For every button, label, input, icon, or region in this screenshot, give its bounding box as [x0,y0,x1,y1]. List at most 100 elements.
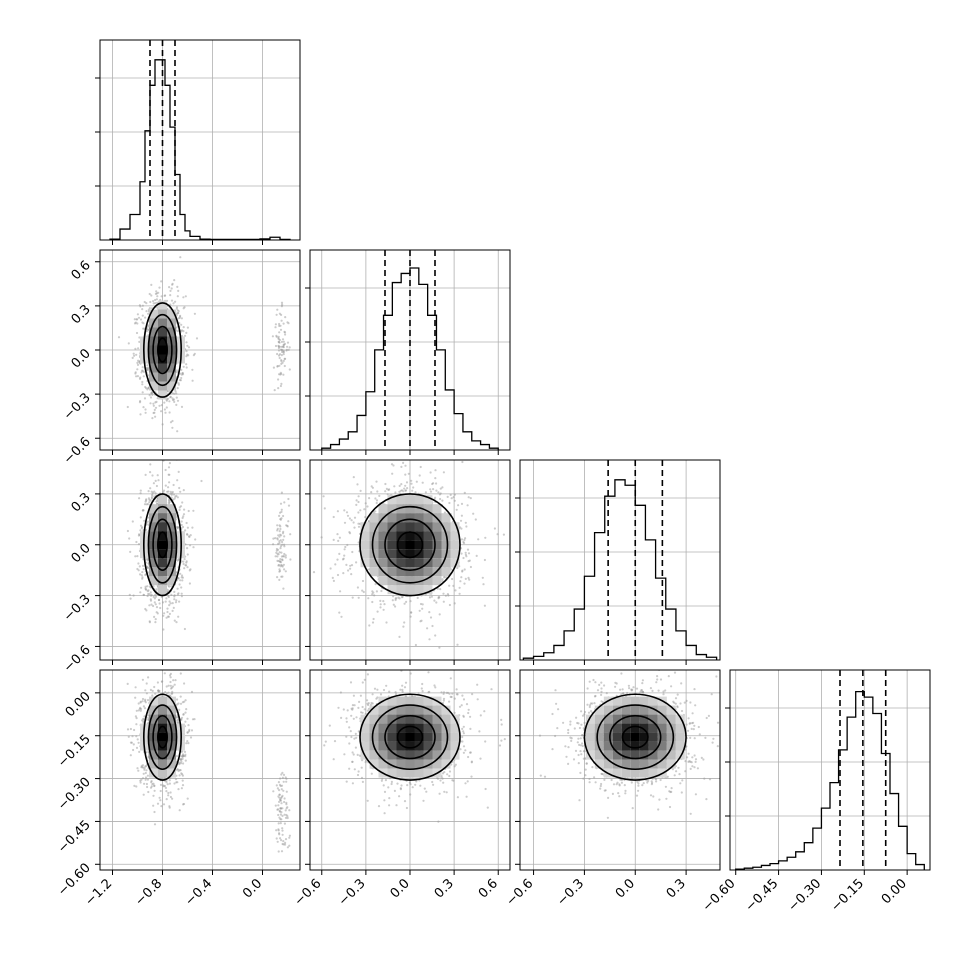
sample-point [141,308,144,311]
sample-point [384,490,387,493]
sample-point [364,502,367,505]
sample-point [148,501,151,504]
sample-point [175,369,178,372]
sample-point [373,594,376,597]
sample-point [405,600,408,604]
outlier-point [279,328,283,331]
outlier-point [279,561,283,564]
sample-point [129,754,132,757]
sample-point [450,568,453,571]
density-cell [387,540,397,550]
outlier-point [281,348,284,351]
sample-point [146,364,149,367]
outlier-point [276,538,279,541]
sample-point [152,595,155,599]
sample-point [357,596,360,599]
sample-point [147,790,150,794]
sample-point [185,355,188,358]
sample-point [356,586,359,589]
sample-point [147,718,150,722]
density-cell [414,504,424,514]
density-cell [167,309,176,319]
outlier-point [278,551,281,554]
sample-point [176,430,179,433]
histogram-panel-0 [95,39,301,245]
sample-point [146,594,149,598]
sample-point [186,553,189,556]
density-cell [441,558,451,568]
density-cell [149,558,158,568]
joint-panel-1-2 [305,459,511,665]
sample-point [180,592,183,595]
y-tick-label-2-1: −0.3 [61,592,94,625]
sample-point [441,578,444,581]
density-cell [158,549,167,559]
sample-point [134,347,137,350]
sample-point [493,527,496,530]
sample-point [191,526,194,529]
sample-point [356,483,359,486]
sample-point [137,316,141,319]
outlier-point [283,568,286,571]
sample-point [391,472,394,475]
sample-point [410,611,413,614]
density-cell [423,540,433,550]
sample-point [442,592,445,595]
sample-point [157,479,160,482]
sample-point [156,295,159,298]
sample-point [182,307,185,310]
sample-point [176,285,179,288]
sample-point [446,495,449,498]
sample-point [448,501,451,505]
sample-point [163,408,166,411]
sample-point [141,577,144,580]
sample-point [142,509,145,512]
sample-point [433,599,436,602]
density-cell [423,549,433,559]
sample-point [146,557,149,561]
sample-point [464,553,467,556]
sample-point [148,604,151,607]
sample-point [186,566,189,569]
sample-point [169,602,172,605]
sample-point [402,461,405,464]
sample-point [182,560,185,563]
density-cell [432,576,442,586]
contour-0-1-3 [143,302,183,398]
sample-point [133,318,136,321]
contour-0-2-2 [147,505,178,584]
sample-point [481,576,484,579]
sample-point [338,611,341,614]
sample-point [182,562,185,566]
sample-point [141,380,144,384]
sample-point [149,487,152,490]
sample-point [371,486,374,489]
panel-frame-2-2 [519,459,721,661]
sample-point [145,609,148,612]
sample-point [178,508,181,511]
sample-point [136,318,139,321]
sample-point [343,548,346,551]
sample-point [147,312,150,315]
outlier-point [282,587,285,590]
sample-point [133,354,136,357]
density-cell [369,522,379,532]
sample-point [171,797,174,800]
sample-point [400,465,403,468]
sample-point [176,527,179,530]
sample-point [173,590,176,594]
sample-point [137,562,140,565]
sample-point [138,340,141,343]
density-cell [369,513,379,523]
sample-point [149,688,152,692]
sample-point [180,586,183,589]
outlier-point [276,576,279,579]
density-cell [405,585,415,595]
sample-point [187,509,190,513]
sample-point [151,494,154,497]
sample-point [177,312,180,315]
sample-point [428,638,431,641]
sample-point [141,564,145,568]
sample-point [169,492,172,495]
sample-point [450,497,453,500]
